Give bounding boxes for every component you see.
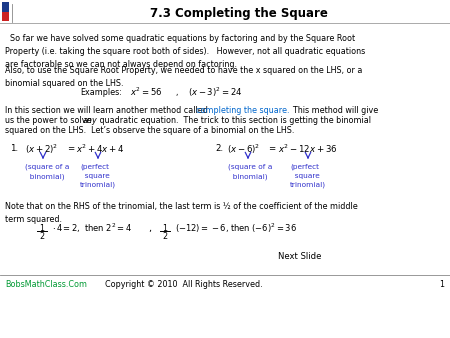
Text: (square of a
  binomial): (square of a binomial) <box>228 164 272 179</box>
Text: Copyright © 2010  All Rights Reserved.: Copyright © 2010 All Rights Reserved. <box>105 280 263 289</box>
Text: $(x+2)^2$: $(x+2)^2$ <box>25 143 58 156</box>
Text: Next Slide: Next Slide <box>278 252 322 261</box>
Text: ,: , <box>175 88 177 97</box>
Text: 1: 1 <box>40 224 45 233</box>
Bar <box>2 12 9 21</box>
Text: 1: 1 <box>439 280 444 289</box>
Text: 2: 2 <box>40 232 45 241</box>
Text: $x^2 = 56$: $x^2 = 56$ <box>130 86 162 98</box>
Text: 1: 1 <box>162 224 167 233</box>
Text: 2.: 2. <box>215 144 223 153</box>
Text: Examples:: Examples: <box>80 88 122 97</box>
Text: =: = <box>268 144 275 153</box>
Text: 7.3 Completing the Square: 7.3 Completing the Square <box>150 7 328 21</box>
Text: In this section we will learn another method called: In this section we will learn another me… <box>5 106 211 115</box>
Text: quadratic equation.  The trick to this section is getting the binomial: quadratic equation. The trick to this se… <box>97 116 371 125</box>
Text: any: any <box>83 116 98 125</box>
Text: then $(-6)^2=36$: then $(-6)^2=36$ <box>230 221 297 235</box>
Text: $x^2-12x+36$: $x^2-12x+36$ <box>278 143 338 155</box>
Text: $(x-6)^2$: $(x-6)^2$ <box>227 143 260 156</box>
Text: BobsMathClass.Com: BobsMathClass.Com <box>5 280 87 289</box>
Text: (perfect
  square
trinomial): (perfect square trinomial) <box>290 164 326 188</box>
Bar <box>2 2 9 21</box>
Text: $(x-3)^2 = 24$: $(x-3)^2 = 24$ <box>188 86 243 99</box>
Text: Note that on the RHS of the trinomial, the last term is ½ of the coefficient of : Note that on the RHS of the trinomial, t… <box>5 202 358 224</box>
Text: =: = <box>67 144 74 153</box>
Text: 2: 2 <box>162 232 167 241</box>
Text: (square of a
  binomial): (square of a binomial) <box>25 164 69 179</box>
Text: us the power to solve: us the power to solve <box>5 116 94 125</box>
Text: So far we have solved some quadratic equations by factoring and by the Square Ro: So far we have solved some quadratic equ… <box>5 34 365 69</box>
Text: then $2^2=4$: then $2^2=4$ <box>84 222 132 234</box>
Text: (perfect
  square
trinomial): (perfect square trinomial) <box>80 164 116 188</box>
Text: This method will give: This method will give <box>288 106 378 115</box>
Text: 1.: 1. <box>10 144 18 153</box>
Text: $x^2+4x+4$: $x^2+4x+4$ <box>76 143 125 155</box>
Text: squared on the LHS.  Let’s observe the square of a binomial on the LHS.: squared on the LHS. Let’s observe the sq… <box>5 126 294 135</box>
Text: $\cdot\,4=2,$: $\cdot\,4=2,$ <box>52 222 81 234</box>
Text: completing the square.: completing the square. <box>196 106 289 115</box>
Text: ,: , <box>148 223 151 233</box>
Text: $(-12)=-6,$: $(-12)=-6,$ <box>175 222 229 234</box>
Text: Also, to use the Square Root Property, we needed to have the x squared on the LH: Also, to use the Square Root Property, w… <box>5 66 362 88</box>
